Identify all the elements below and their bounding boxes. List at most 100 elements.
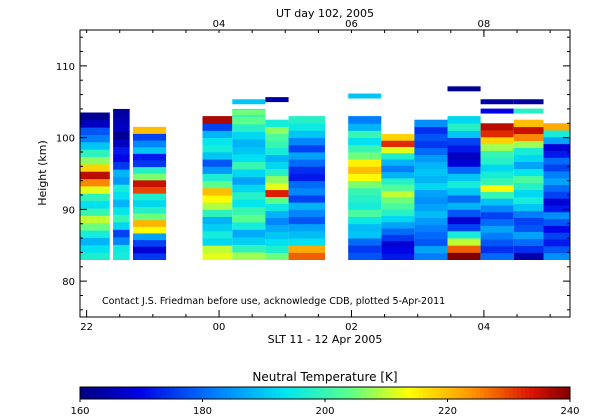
colorbar-segment (271, 387, 277, 399)
colorbar-segment (190, 387, 195, 399)
heatmap-cell (414, 175, 448, 184)
colorbar-segment (361, 387, 367, 399)
heatmap-cell (265, 196, 289, 205)
heatmap-cell (543, 136, 570, 145)
heatmap-cell (288, 130, 325, 139)
heatmap-cell (348, 166, 382, 174)
colorbar-segment (255, 387, 261, 399)
colorbar-segment (259, 387, 265, 399)
heatmap-cell (232, 199, 266, 208)
heatmap-cell (513, 217, 544, 226)
heatmap-cell (202, 209, 233, 217)
heatmap-cell (232, 161, 266, 170)
heatmap-cell (288, 173, 325, 182)
colorbar-segment (435, 387, 440, 399)
colorbar-tick-label: 160 (70, 406, 89, 417)
colorbar-segment (345, 387, 350, 399)
colorbar-segment (198, 387, 203, 399)
colorbar-segment (108, 387, 114, 399)
x-axis-label: SLT 11 - 12 Apr 2005 (268, 333, 383, 346)
heatmap-cell (132, 226, 167, 234)
heatmap-cell (288, 144, 325, 153)
colorbar-segment (406, 387, 412, 399)
heatmap-cell (113, 116, 130, 125)
colorbar-segment (243, 387, 248, 399)
heatmap-cell (348, 144, 382, 153)
heatmap-cell (202, 144, 233, 153)
heatmap-cell (132, 199, 167, 207)
heatmap-cell (132, 219, 167, 227)
colorbar-segment (374, 387, 379, 399)
colorbar-segment (186, 387, 191, 399)
heatmap-cell (480, 108, 514, 114)
y-axis-label: Height (km) (36, 140, 49, 206)
heatmap-cell (480, 150, 514, 158)
colorbar-segment (565, 387, 571, 399)
heatmap-cell (513, 168, 544, 177)
heatmap-cell (381, 190, 415, 198)
y-tick-label: 110 (56, 62, 75, 73)
heatmap-cell (447, 159, 481, 167)
colorbar-segment (292, 387, 297, 399)
heatmap-cell (113, 184, 130, 193)
heatmap-cell (447, 137, 481, 146)
heatmap-cell (348, 202, 382, 210)
heatmap-cell (381, 165, 415, 173)
colorbar-segment (247, 387, 252, 399)
colorbar-segment (124, 387, 130, 399)
colorbar-segment (455, 387, 461, 399)
colorbar-segment (280, 387, 285, 399)
colorbar-segment (84, 387, 89, 399)
heatmap-cell (348, 216, 382, 225)
heatmap-cell (543, 239, 570, 247)
heatmap-cell (288, 238, 325, 246)
heatmap-cell (543, 157, 570, 165)
heatmap-cell (480, 99, 514, 105)
colorbar-tick-label: 200 (315, 406, 334, 417)
heatmap-cell (513, 182, 544, 191)
heatmap-cell (348, 93, 382, 99)
heatmap-cell (480, 252, 514, 260)
x-tick-label: 22 (80, 322, 93, 333)
colorbar-segment (463, 387, 469, 399)
heatmap-cell (113, 123, 130, 132)
heatmap-cell (381, 215, 415, 223)
colorbar-segment (304, 387, 310, 399)
heatmap-cell (288, 137, 325, 146)
heatmap-cell (132, 246, 167, 254)
colorbar-segment (512, 387, 518, 399)
heatmap-cell (447, 252, 481, 261)
heatmap-cell (288, 245, 325, 253)
colorbar-segment (120, 387, 126, 399)
colorbar-segment (267, 387, 273, 399)
heatmap-cell (348, 173, 382, 182)
colorbar-segment (378, 387, 383, 399)
heatmap-cell (414, 245, 448, 254)
heatmap-cell (132, 179, 167, 187)
heatmap-cell (80, 222, 110, 231)
heatmap-cell (513, 245, 544, 254)
heatmap-cell (80, 215, 110, 224)
heatmap-cell (513, 161, 544, 170)
heatmap-cell (265, 189, 289, 198)
colorbar-segment (100, 387, 105, 399)
heatmap-cell (80, 186, 110, 194)
heatmap-cell (381, 240, 415, 248)
heatmap-cell (513, 224, 544, 233)
heatmap-cell (381, 146, 415, 154)
heatmap-cell (113, 139, 130, 147)
heatmap-cell (232, 146, 266, 155)
heatmap-cell (288, 166, 325, 174)
heatmap-cell (113, 169, 130, 178)
colorbar-segment (545, 387, 551, 399)
heatmap-cell (132, 186, 167, 194)
heatmap-cell (232, 214, 266, 223)
colorbar-segment (227, 387, 232, 399)
colorbar-segment (398, 387, 404, 399)
heatmap-cell (348, 116, 382, 124)
colorbar-segment (133, 387, 138, 399)
heatmap-cell (381, 228, 415, 235)
heatmap-cell (80, 141, 110, 150)
heatmap-cell (348, 151, 382, 160)
heatmap-cell (132, 252, 167, 260)
